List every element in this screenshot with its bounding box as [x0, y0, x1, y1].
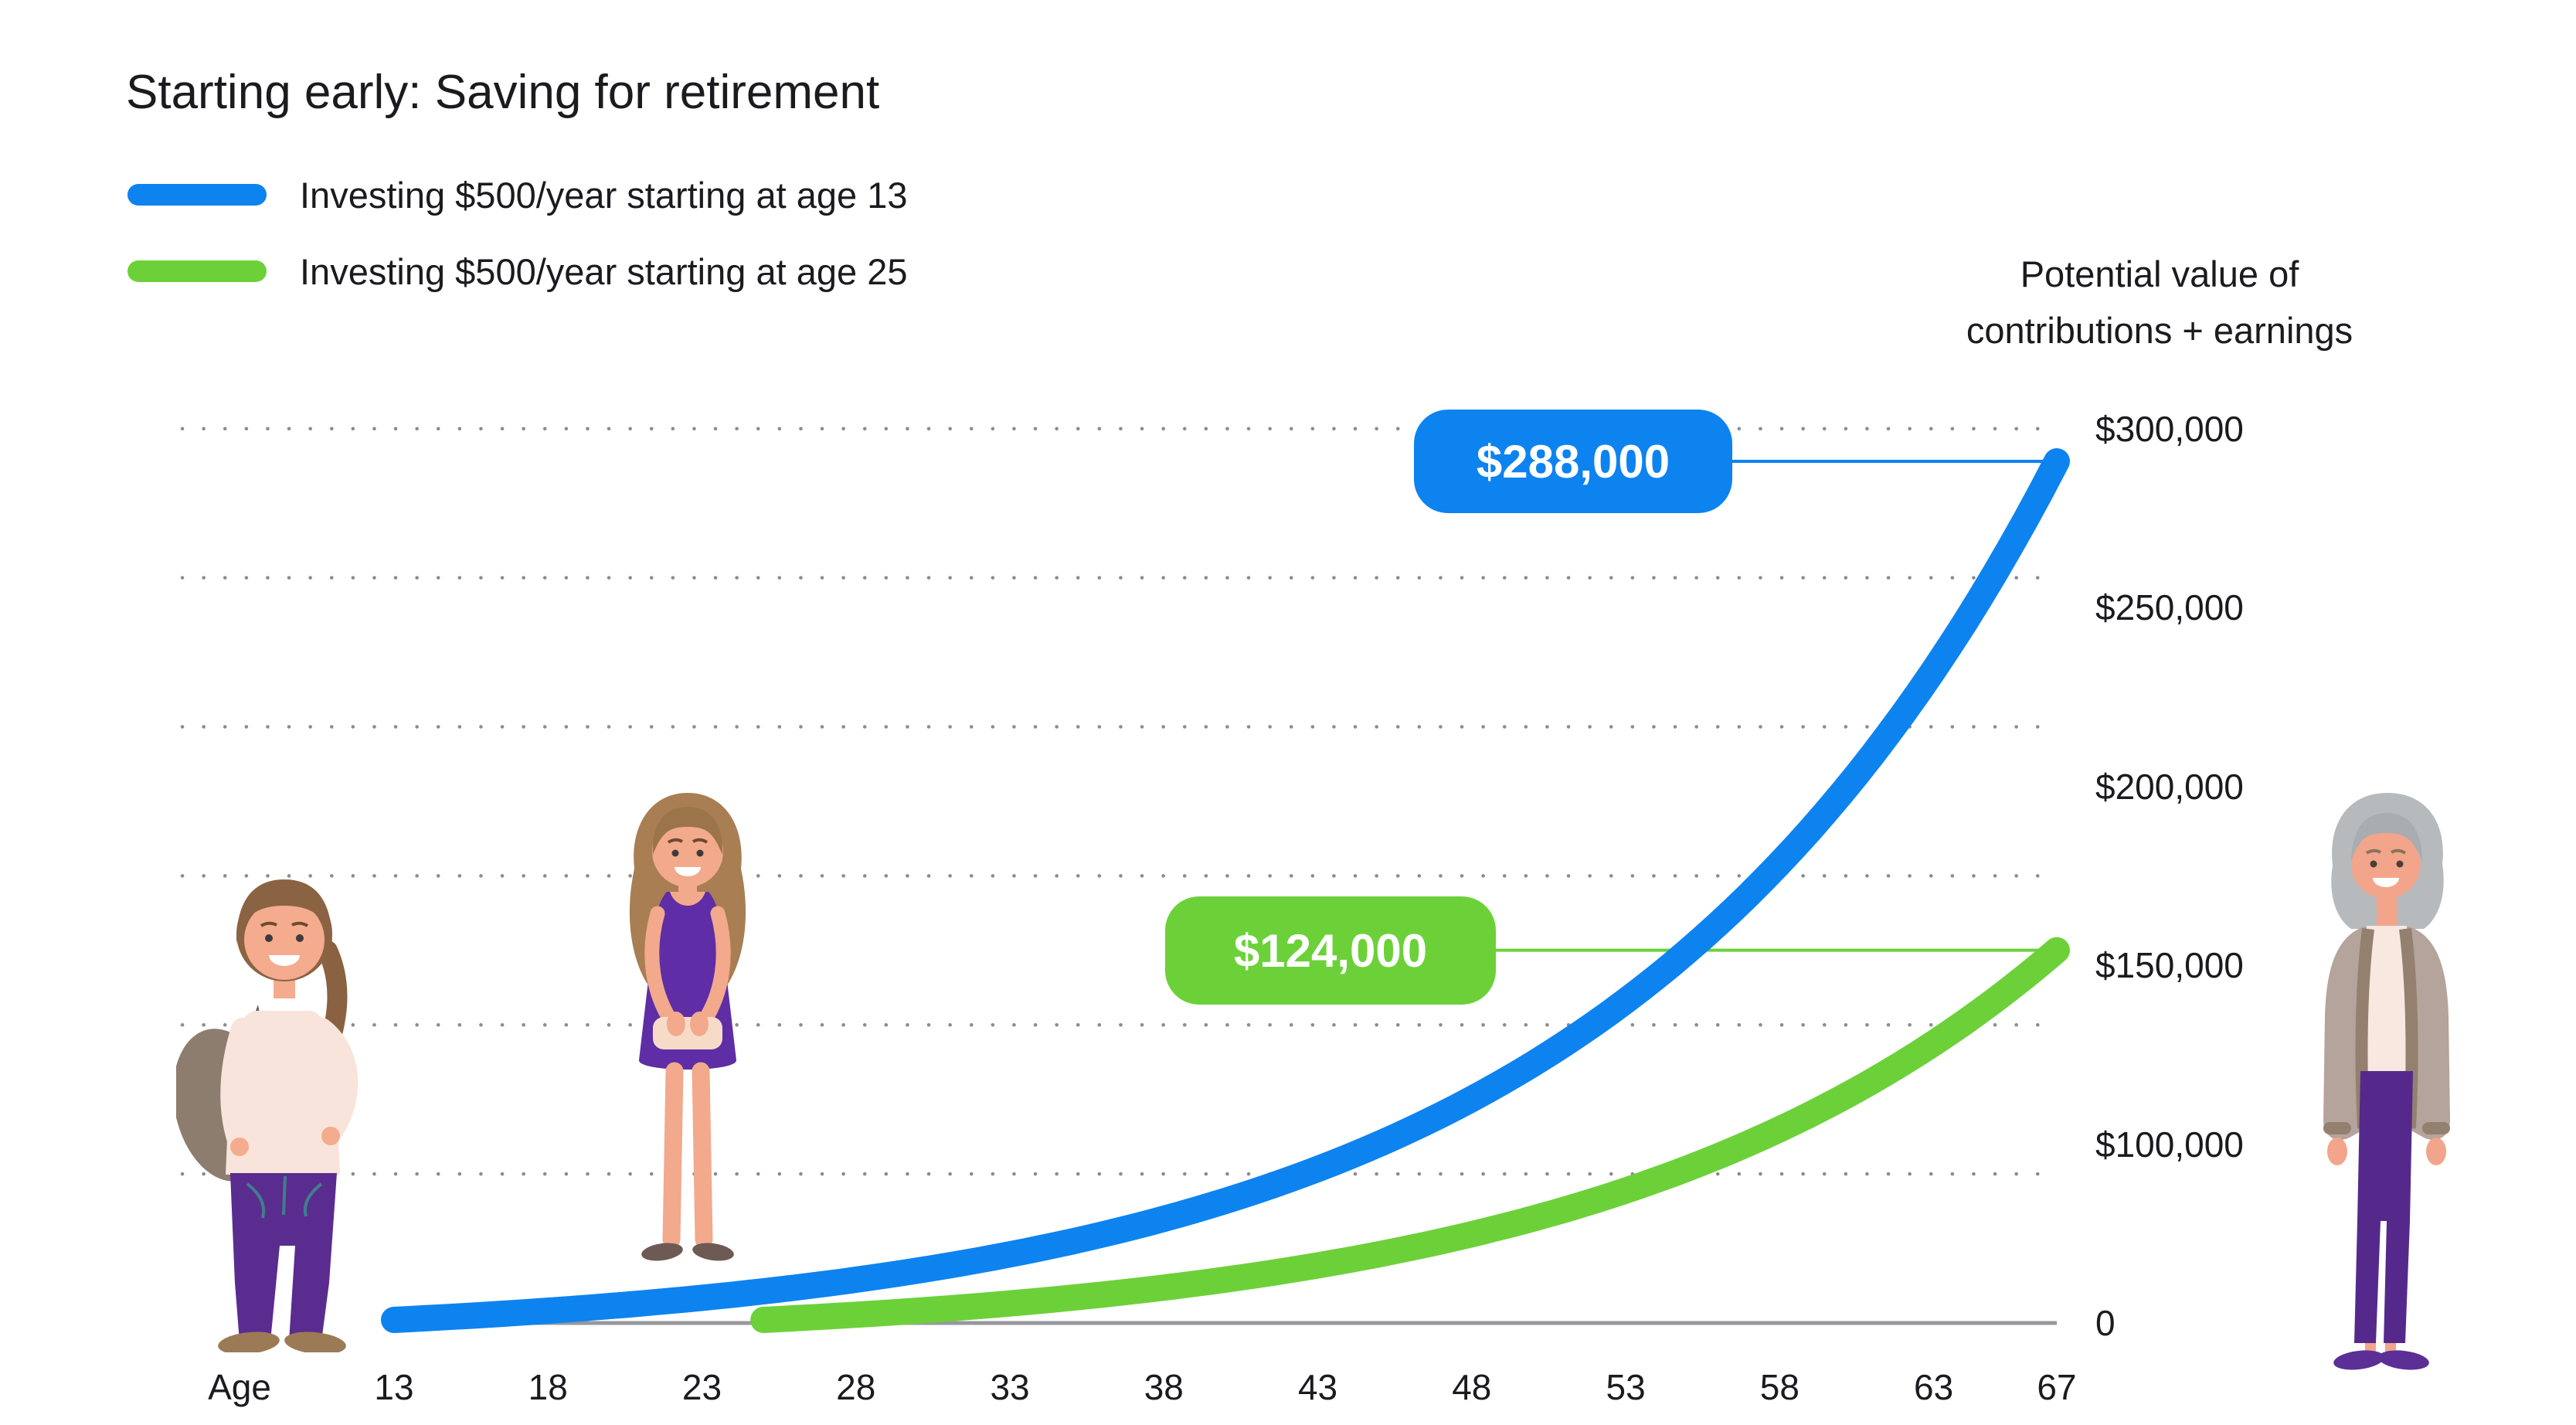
legend-item-age-13: Investing $500/year starting at age 13 [127, 174, 907, 216]
y-axis-title: Potential value of contributions + earni… [1905, 246, 2415, 359]
x-tick-58: 58 [1759, 1367, 1799, 1407]
legend-swatch-green [127, 260, 267, 282]
y-axis-title-line2: contributions + earnings [1966, 310, 2353, 351]
y-tick-200000: $200,000 [2095, 766, 2244, 807]
series-line-start-age-25 [750, 937, 2070, 1333]
callout-288000-value: $288,000 [1476, 435, 1670, 488]
young-woman-illustration [629, 793, 746, 1261]
callout-124000-value: $124,000 [1233, 924, 1428, 977]
series-line-start-age-13 [381, 448, 2070, 1333]
y-tick-150000: $150,000 [2095, 945, 2244, 986]
x-axis-label-age: Age [208, 1367, 271, 1407]
x-tick-13: 13 [374, 1367, 414, 1407]
x-tick-28: 28 [836, 1367, 876, 1407]
y-axis-title-line1: Potential value of [2020, 253, 2299, 294]
legend-item-age-25: Investing $500/year starting at age 25 [127, 250, 907, 292]
x-tick-18: 18 [528, 1367, 568, 1407]
x-tick-23: 23 [681, 1367, 722, 1407]
older-woman-illustration [2323, 793, 2450, 1370]
x-tick-43: 43 [1297, 1367, 1338, 1407]
y-tick-250000: $250,000 [2095, 587, 2244, 628]
x-tick-33: 33 [990, 1367, 1030, 1407]
page-title: Starting early: Saving for retirement [126, 66, 880, 119]
x-tick-67: 67 [2037, 1367, 2077, 1407]
callout-288000: $288,000 [1414, 410, 1732, 513]
callout-124000: $124,000 [1165, 896, 1496, 1005]
x-tick-38: 38 [1144, 1367, 1184, 1407]
teen-girl-illustration [176, 879, 359, 1352]
legend-label-age-13: Investing $500/year starting at age 13 [300, 174, 908, 216]
legend-label-age-25: Investing $500/year starting at age 25 [300, 250, 908, 292]
x-tick-63: 63 [1914, 1367, 1954, 1407]
x-tick-53: 53 [1606, 1367, 1646, 1407]
y-tick-300000: $300,000 [2095, 408, 2244, 449]
legend-swatch-blue [127, 184, 267, 206]
y-tick-100000: $100,000 [2095, 1124, 2244, 1165]
x-tick-48: 48 [1452, 1367, 1492, 1407]
y-tick-0: 0 [2095, 1303, 2116, 1343]
legend: Investing $500/year starting at age 13 I… [127, 174, 907, 292]
